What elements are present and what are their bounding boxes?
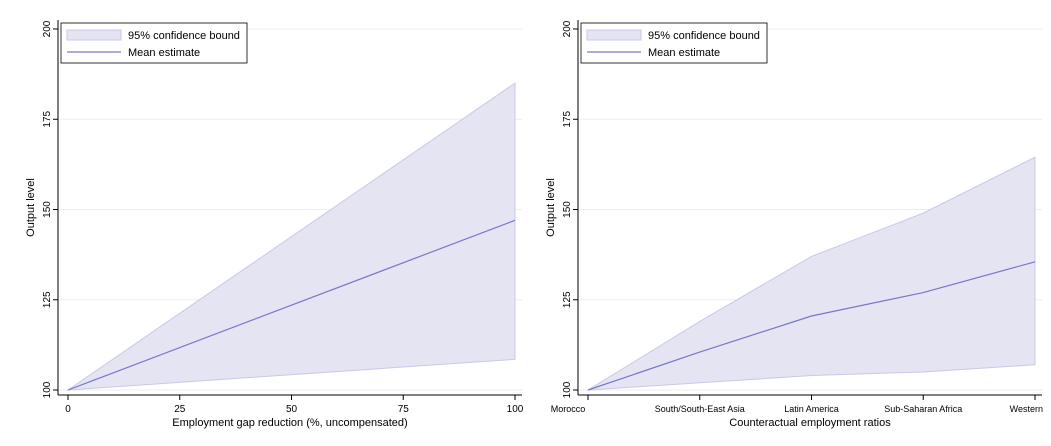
x-axis-title: Counteractual employment ratios <box>729 417 891 429</box>
legend: 95% confidence bound Mean estimate <box>60 22 248 64</box>
y-tick-label: 175 <box>562 110 573 127</box>
x-tick-label: 50 <box>286 404 298 415</box>
x-tick-label: 100 <box>507 404 524 415</box>
y-tick-label: 150 <box>42 201 53 218</box>
mean-estimate-line <box>587 261 1036 391</box>
legend-label-line: Mean estimate <box>648 47 720 59</box>
x-tick-label: Western <box>1010 404 1043 414</box>
x-tick-label: 0 <box>65 404 71 415</box>
legend-label-band: 95% confidence bound <box>128 30 240 42</box>
x-axis-title: Employment gap reduction (%, uncompensat… <box>172 417 407 429</box>
y-tick-label: 150 <box>562 201 573 218</box>
x-tick-label: 25 <box>174 404 186 415</box>
y-tick-label: 175 <box>42 110 53 127</box>
y-tick-label: 200 <box>42 20 53 37</box>
y-tick-label: 125 <box>42 291 53 308</box>
y-axis-title: Output level <box>25 178 37 237</box>
x-tick-label: Morocco <box>551 404 586 414</box>
y-tick-label: 125 <box>562 291 573 308</box>
chart-panel-1: 100 125 150 175 200 0 25 50 75 100 Employment gap … <box>25 20 524 429</box>
legend: 95% confidence bound Mean estimate <box>580 22 768 64</box>
legend-label-band: 95% confidence bound <box>648 30 760 42</box>
x-tick-label: 75 <box>398 404 410 415</box>
y-axis-title: Output level <box>545 178 557 237</box>
legend-swatch-band <box>586 29 642 41</box>
x-tick-label: Sub-Saharan Africa <box>884 404 962 414</box>
chart-panel-2: 100 125 150 175 200 Morocco South/South-East A… <box>545 20 1043 429</box>
confidence-band <box>587 156 1036 391</box>
y-tick-label: 200 <box>562 20 573 37</box>
x-tick-label: Latin America <box>784 404 839 414</box>
mean-estimate-line <box>67 219 516 391</box>
legend-label-line: Mean estimate <box>128 47 200 59</box>
y-tick-label: 100 <box>42 381 53 398</box>
x-tick-label: South/South-East Asia <box>655 404 745 414</box>
confidence-band <box>66 82 516 391</box>
legend-swatch-band <box>66 29 122 41</box>
legend-box <box>580 22 768 64</box>
y-tick-label: 100 <box>562 381 573 398</box>
